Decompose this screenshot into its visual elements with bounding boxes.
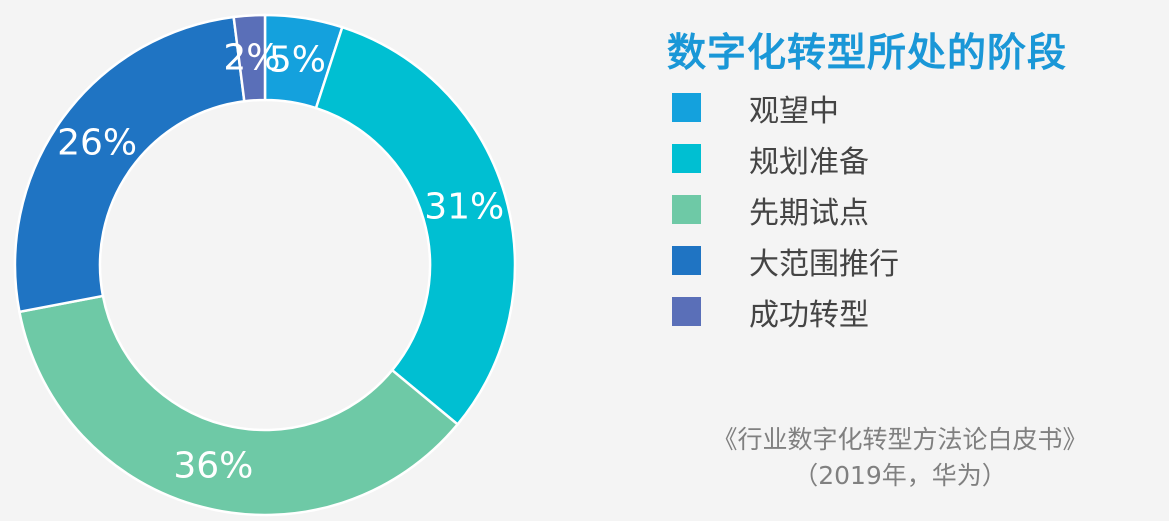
- legend-label-3: 先期试点: [749, 195, 869, 231]
- source-line-1: 《行业数字化转型方法论白皮书》: [712, 425, 1088, 454]
- donut-slice-3: [17, 294, 460, 517]
- slice-label-4: 26%: [57, 123, 137, 164]
- legend-item-2: 规划准备: [672, 133, 899, 184]
- legend-swatch-1: [672, 93, 701, 122]
- legend-swatch-4: [672, 246, 701, 275]
- legend-label-2: 规划准备: [749, 144, 869, 180]
- slice-label-3: 36%: [173, 445, 253, 486]
- legend-swatch-5: [672, 297, 701, 326]
- legend-label-4: 大范围推行: [749, 246, 899, 282]
- donut-slice-4: [13, 15, 246, 314]
- donut-chart: 5% 31% 36% 26% 2%: [13, 13, 517, 517]
- slice-label-1: 5%: [269, 40, 326, 81]
- chart-title: 数字化转型所处的阶段: [667, 31, 1068, 76]
- legend-item-3: 先期试点: [672, 184, 899, 235]
- donut-slice-5: [232, 13, 267, 103]
- legend-item-1: 观望中: [672, 82, 899, 133]
- source-citation: 《行业数字化转型方法论白皮书》 （2019年，华为）: [690, 422, 1110, 494]
- legend-item-5: 成功转型: [672, 286, 899, 337]
- slice-label-2: 31%: [424, 187, 504, 228]
- donut-slice-2: [314, 25, 517, 427]
- legend-swatch-2: [672, 144, 701, 173]
- legend-item-4: 大范围推行: [672, 235, 899, 286]
- legend-label-5: 成功转型: [749, 297, 869, 333]
- legend-swatch-3: [672, 195, 701, 224]
- source-line-2: （2019年，华为）: [793, 461, 1007, 490]
- legend: 观望中规划准备先期试点大范围推行成功转型: [672, 82, 899, 337]
- legend-label-1: 观望中: [749, 93, 839, 129]
- slice-label-5: 2%: [223, 37, 280, 78]
